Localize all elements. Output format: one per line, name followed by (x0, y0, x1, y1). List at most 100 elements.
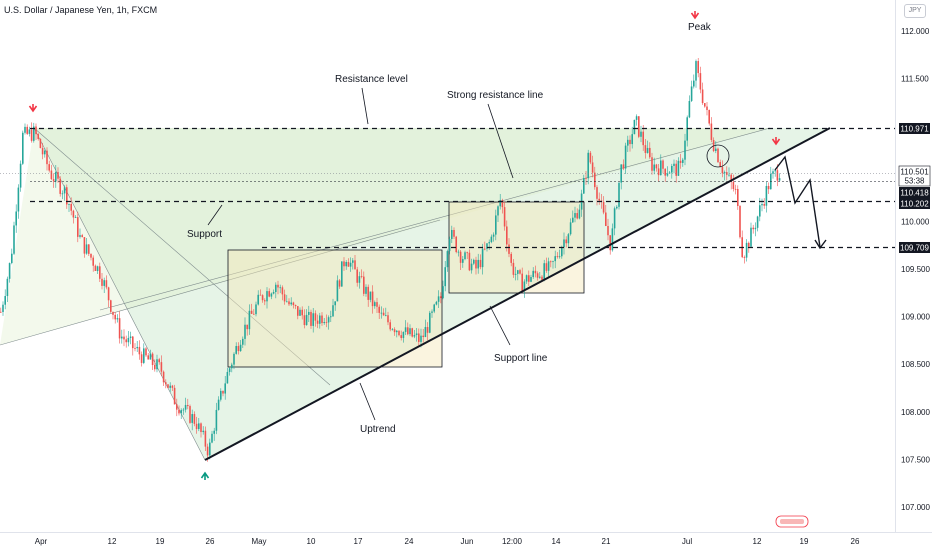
candle-body (123, 336, 125, 340)
candle-body (343, 261, 345, 267)
candle-body (721, 166, 724, 174)
candle-body (748, 242, 750, 247)
candle-body (50, 170, 53, 180)
candle-body (149, 353, 152, 360)
arrow-down-icon (28, 104, 38, 113)
y-tick-label: 111.500 (901, 75, 929, 84)
y-tick-label: 108.000 (901, 408, 930, 417)
candle-body (286, 301, 288, 303)
candle-body (121, 336, 123, 339)
currency-badge[interactable]: JPY (904, 4, 926, 18)
candle-body (374, 302, 376, 307)
candle-body (180, 410, 182, 414)
candle-body (752, 227, 754, 230)
candle-body (101, 278, 103, 286)
candle-body (314, 313, 317, 321)
candle-body (125, 339, 127, 343)
candle-body (532, 270, 534, 278)
candle-body (259, 294, 262, 296)
candle-body (475, 259, 477, 269)
candle-body (70, 204, 72, 211)
candle-body (448, 239, 451, 252)
watermark-logo (775, 515, 809, 528)
candle-body (294, 305, 297, 307)
svg-text:110.418: 110.418 (900, 189, 929, 198)
candle-body (61, 193, 64, 195)
candle-body (517, 270, 519, 274)
svg-text:53:38: 53:38 (904, 177, 925, 186)
svg-text:110.501: 110.501 (900, 168, 929, 177)
candle-body (15, 211, 17, 226)
candle-body (77, 217, 79, 237)
candle-body (266, 291, 268, 302)
candle-body (59, 178, 61, 194)
x-tick-label: 26 (851, 537, 860, 546)
candle-body (347, 262, 350, 267)
candle-body (371, 291, 374, 307)
candle-body (2, 304, 4, 313)
candle-body (22, 132, 24, 164)
channel-upper-line (99, 127, 771, 311)
candle-body (704, 103, 706, 107)
candle-body (191, 414, 193, 423)
candle-body (569, 222, 572, 235)
candle-body (763, 204, 765, 206)
candle-body (690, 86, 693, 101)
candle-body (732, 181, 735, 189)
candle-body (380, 312, 383, 314)
candle-body (387, 315, 389, 323)
candle-body (411, 328, 413, 337)
level-a-price-tag: 110.418 (899, 187, 930, 198)
left-trend-line (0, 219, 441, 346)
candle-body (451, 229, 453, 240)
y-tick-label: 108.500 (901, 360, 930, 369)
candle-body (418, 333, 420, 342)
candle-body (336, 280, 339, 302)
x-tick-label: 19 (800, 537, 809, 546)
candle-body (389, 322, 391, 330)
x-tick-label: 19 (156, 537, 165, 546)
candle-body (391, 329, 394, 331)
candle-body (693, 80, 695, 87)
candle-body (512, 262, 515, 275)
candle-body (481, 248, 484, 268)
x-tick-label: Jun (461, 537, 474, 546)
candle-body (35, 126, 37, 135)
channel-fill (34, 128, 830, 460)
candle-body (215, 409, 218, 431)
time-axis-ticks: Apr 12 19 26 May 10 17 24 Jun 12:00 14 21 Jul 12 19 26 (35, 537, 860, 546)
candle-body (297, 306, 299, 316)
candle-body (224, 383, 226, 394)
candle-body (90, 253, 92, 258)
candle-body (99, 266, 101, 279)
candle-body (706, 106, 708, 111)
candle-body (261, 295, 264, 301)
diagonal-line (33, 127, 331, 386)
candle-body (308, 311, 310, 315)
candle-body (774, 170, 776, 172)
svg-text:110.971: 110.971 (900, 125, 929, 134)
peak-label: Peak (688, 22, 712, 33)
candle-body (715, 148, 717, 151)
current-price-tag: 110.501 53:38 (898, 165, 931, 187)
candle-body (719, 162, 721, 167)
candle-body (349, 262, 352, 267)
candle-body (189, 406, 191, 423)
candle-body (565, 239, 567, 244)
candle-body (79, 235, 81, 237)
candle-body (627, 139, 629, 146)
candle-body (730, 174, 732, 182)
candle-body (327, 317, 330, 323)
support-line-label: Support line (494, 353, 548, 364)
candle-body (19, 163, 22, 188)
candle-body (528, 275, 530, 282)
candle-body (695, 61, 697, 81)
candle-body (429, 312, 431, 333)
candle-body (178, 409, 180, 414)
candle-body (147, 355, 149, 360)
candle-body (176, 404, 178, 410)
candle-body (765, 185, 768, 206)
candle-body (717, 148, 719, 163)
candle-body (723, 172, 726, 174)
